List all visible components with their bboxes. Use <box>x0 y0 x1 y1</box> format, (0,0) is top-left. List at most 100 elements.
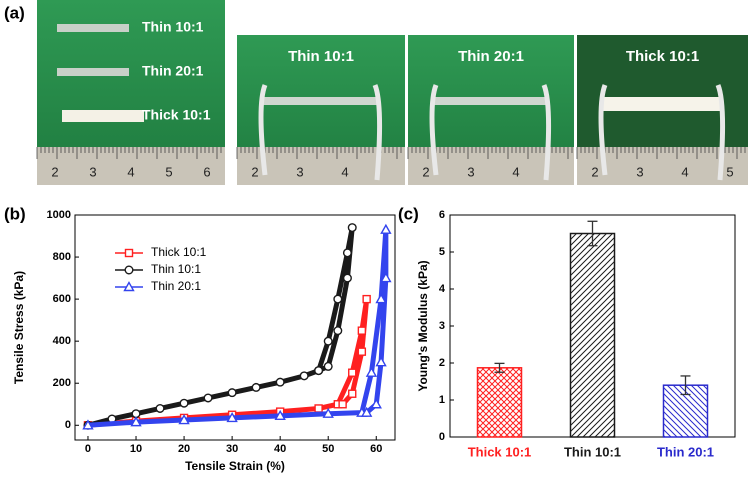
y-tick-label: 5 <box>439 246 445 258</box>
y-tick-label: 3 <box>439 320 445 332</box>
ruler-number: 3 <box>89 164 96 179</box>
x-tick-label: 40 <box>274 443 286 455</box>
strip <box>57 24 129 32</box>
bar <box>476 367 523 438</box>
marker <box>342 273 352 283</box>
legend-label: Thin 20:1 <box>151 279 201 293</box>
clamp <box>598 84 726 181</box>
x-tick-label: Thick 10:1 <box>468 444 532 459</box>
photo-label: Thick 10:1 <box>142 107 211 123</box>
y-tick-label: 1 <box>439 394 445 406</box>
ruler-number: 2 <box>591 164 598 179</box>
marker <box>124 265 134 275</box>
x-tick-label: 60 <box>370 443 382 455</box>
marker <box>365 366 378 377</box>
bar <box>569 232 616 438</box>
ruler-number: 2 <box>422 164 429 179</box>
marker <box>179 398 189 408</box>
marker <box>357 326 367 335</box>
marker <box>323 336 333 346</box>
marker <box>203 393 213 403</box>
ruler-number: 5 <box>165 164 172 179</box>
marker <box>348 389 357 398</box>
x-tick-label: Thin 10:1 <box>564 444 621 459</box>
marker <box>362 294 371 304</box>
x-tick-label: 0 <box>85 443 91 455</box>
photo-label: Thin 10:1 <box>142 19 204 35</box>
marker <box>348 368 357 377</box>
clamp <box>258 84 383 181</box>
marker <box>227 388 237 398</box>
marker <box>123 281 135 292</box>
y-tick-label: 2 <box>439 357 445 369</box>
ruler-number: 5 <box>726 164 733 179</box>
ruler-number: 4 <box>512 164 519 179</box>
marker <box>274 409 286 421</box>
marker <box>299 371 309 381</box>
y-tick-label: 0 <box>439 431 445 443</box>
strip <box>602 97 723 111</box>
marker <box>251 382 261 392</box>
marker <box>360 406 373 417</box>
photo-label: Thin 20:1 <box>458 48 524 65</box>
marker <box>130 416 142 427</box>
y-tick-label: 4 <box>439 283 446 295</box>
legend-label: Thin 10:1 <box>151 262 201 276</box>
clamp <box>429 84 552 181</box>
ruler-number: 4 <box>127 164 134 179</box>
y-tick-label: 0 <box>65 419 71 431</box>
strip <box>262 97 380 105</box>
y-tick-label: 600 <box>53 293 71 305</box>
ruler-number: 3 <box>636 164 643 179</box>
marker <box>380 272 392 283</box>
ruler-number: 6 <box>203 164 210 179</box>
marker <box>357 347 367 356</box>
ruler-number: 2 <box>251 164 258 179</box>
plot-frame <box>74 214 396 441</box>
marker <box>82 419 94 430</box>
marker <box>323 361 333 371</box>
legend-label: Thick 10:1 <box>151 245 207 259</box>
marker <box>178 414 190 425</box>
series-line <box>87 227 389 428</box>
x-tick-label: 30 <box>226 443 238 455</box>
ruler-number: 3 <box>296 164 303 179</box>
y-axis-title: Young's Modulus (kPa) <box>416 260 430 391</box>
ruler-number: 2 <box>51 164 58 179</box>
marker <box>342 248 352 258</box>
marker <box>333 326 343 336</box>
photo-label: Thin 20:1 <box>142 63 204 79</box>
photo-label: Thin 10:1 <box>288 48 354 65</box>
marker <box>314 366 324 376</box>
x-tick-label: 50 <box>322 443 334 455</box>
photo-label: Thick 10:1 <box>626 48 699 65</box>
ruler-number: 4 <box>681 164 688 179</box>
panel-label: (c) <box>398 204 419 223</box>
marker <box>375 293 387 304</box>
marker <box>124 248 134 258</box>
marker <box>333 294 343 304</box>
marker <box>314 404 323 413</box>
ruler-number: 4 <box>341 164 348 179</box>
marker <box>380 223 392 234</box>
x-tick-label: 20 <box>178 443 190 455</box>
y-tick-label: 1000 <box>47 209 71 221</box>
y-tick-label: 200 <box>53 377 71 389</box>
marker <box>226 411 238 423</box>
marker <box>338 400 347 409</box>
marker <box>275 377 285 387</box>
marker <box>155 403 165 413</box>
panel-label: (a) <box>4 3 25 22</box>
series-line <box>87 225 355 428</box>
y-tick-label: 6 <box>439 209 445 221</box>
x-axis-title: Tensile Strain (%) <box>185 459 285 473</box>
marker <box>347 223 357 233</box>
strip <box>433 97 549 105</box>
y-tick-label: 800 <box>53 251 71 263</box>
strip <box>57 68 129 76</box>
x-tick-label: 10 <box>130 443 142 455</box>
y-tick-label: 400 <box>53 335 71 347</box>
series-line <box>87 296 370 428</box>
ruler <box>37 147 225 185</box>
